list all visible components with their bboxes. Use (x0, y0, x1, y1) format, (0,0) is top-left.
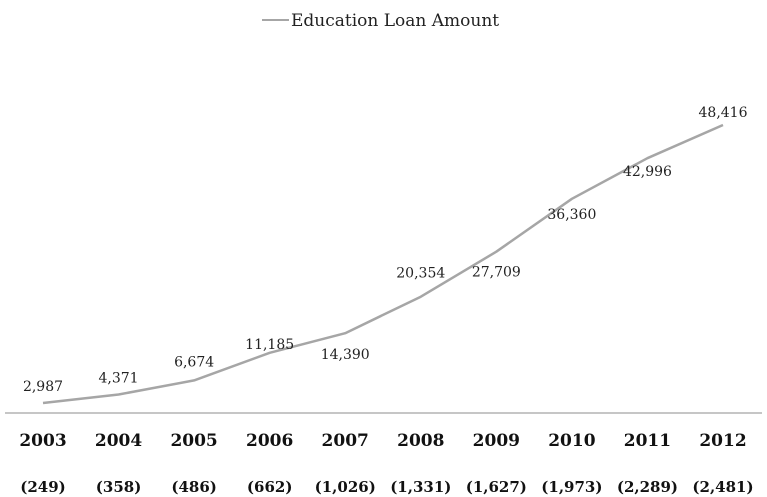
x-tick-label: 2007 (322, 431, 369, 451)
data-label: 2,987 (23, 379, 63, 395)
series-line-education-loan-amount (42, 123, 724, 405)
x-tick-label: 2009 (473, 431, 520, 451)
x-tick-sublabel: (662) (247, 478, 293, 496)
data-label: 27,709 (472, 265, 521, 281)
x-tick-label: 2010 (548, 431, 595, 451)
x-tick-sublabel: (249) (20, 478, 66, 496)
x-tick-labels: 2003 2004 2005 2006 2007 2008 2009 2010 2011 2012 (19, 431, 746, 451)
data-label: 6,674 (174, 354, 214, 370)
x-tick-label: 2003 (19, 431, 66, 451)
x-tick-sublabel: (2,481) (692, 478, 753, 496)
x-tick-sublabel: (2,289) (617, 478, 678, 496)
data-label: 4,371 (99, 371, 139, 387)
legend: Education Loan Amount (262, 11, 499, 31)
x-tick-sublabel: (486) (171, 478, 217, 496)
x-tick-label: 2011 (624, 431, 671, 451)
x-tick-sublabel: (1,627) (466, 478, 527, 496)
x-tick-sublabel: (1,331) (390, 478, 451, 496)
data-label: 42,996 (623, 164, 672, 180)
x-tick-label: 2006 (246, 431, 293, 451)
data-label: 14,390 (321, 347, 370, 363)
x-tick-sublabel: (1,026) (315, 478, 376, 496)
data-label: 11,185 (245, 337, 294, 353)
x-tick-label: 2012 (699, 431, 746, 451)
data-labels: 2,987 4,371 6,674 11,185 14,390 20,354 27,709 3… (23, 105, 748, 395)
x-tick-sublabels: (249) (358) (486) (662) (1,026) (1,331) (1,627… (20, 478, 753, 496)
x-tick-label: 2005 (170, 431, 217, 451)
data-label: 36,360 (547, 207, 596, 223)
x-tick-label: 2004 (95, 431, 142, 451)
data-label: 20,354 (396, 266, 445, 282)
legend-label-education-loan-amount: Education Loan Amount (291, 11, 499, 31)
x-tick-sublabel: (1,973) (541, 478, 602, 496)
x-tick-label: 2008 (397, 431, 444, 451)
x-tick-sublabel: (358) (96, 478, 142, 496)
data-label: 48,416 (699, 105, 748, 121)
